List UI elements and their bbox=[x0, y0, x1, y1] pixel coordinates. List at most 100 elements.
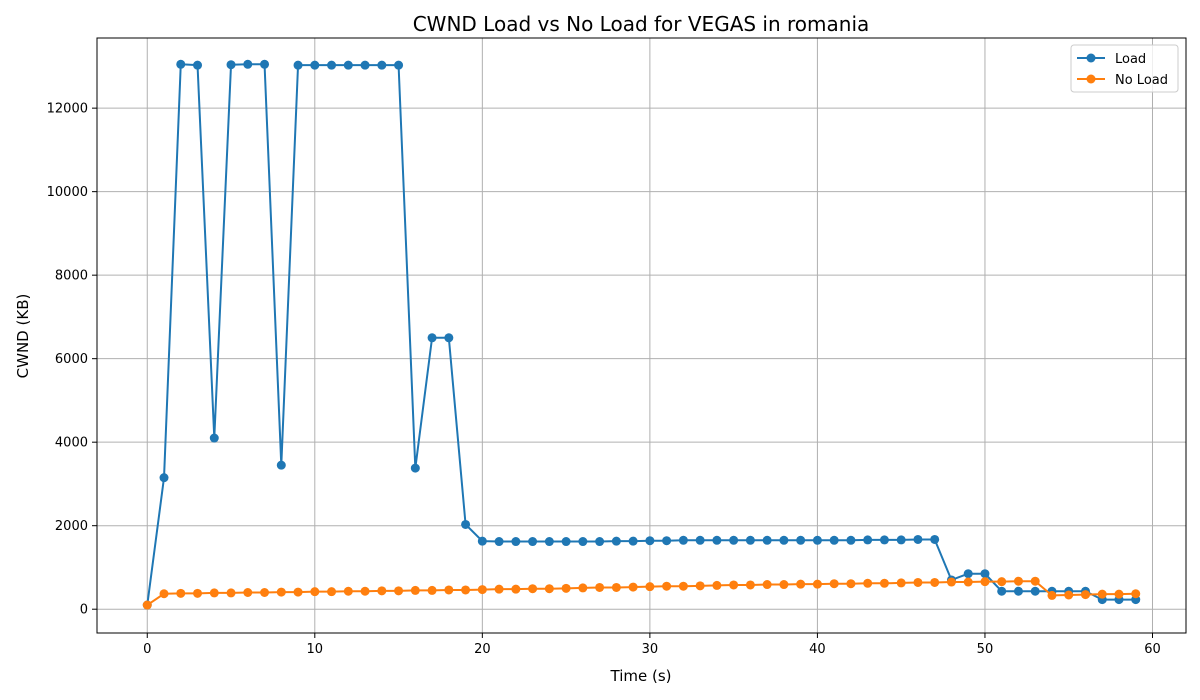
data-point-load bbox=[360, 60, 370, 70]
data-point-load bbox=[662, 536, 672, 546]
data-point-no-load bbox=[745, 580, 755, 590]
data-point-no-load bbox=[628, 582, 638, 592]
y-tick-label: 2000 bbox=[55, 519, 88, 534]
series-no-load bbox=[142, 576, 1141, 610]
data-point-load bbox=[762, 535, 772, 545]
data-point-no-load bbox=[896, 578, 906, 588]
data-point-no-load bbox=[963, 577, 973, 587]
x-tick-label: 60 bbox=[1144, 642, 1161, 657]
data-point-no-load bbox=[930, 577, 940, 587]
data-point-load bbox=[678, 535, 688, 545]
data-point-load bbox=[444, 333, 454, 343]
data-point-no-load bbox=[678, 581, 688, 591]
data-point-no-load bbox=[343, 586, 353, 596]
data-point-load bbox=[812, 535, 822, 545]
y-tick-label: 6000 bbox=[55, 352, 88, 367]
data-point-no-load bbox=[611, 582, 621, 592]
x-tick-label: 20 bbox=[474, 642, 491, 657]
data-point-load bbox=[243, 59, 253, 69]
data-point-no-load bbox=[796, 579, 806, 589]
data-point-no-load bbox=[226, 588, 236, 598]
data-point-load bbox=[846, 535, 856, 545]
data-point-no-load bbox=[394, 586, 404, 596]
data-point-load bbox=[528, 537, 538, 547]
data-point-no-load bbox=[477, 585, 487, 595]
chart-title: CWND Load vs No Load for VEGAS in romani… bbox=[413, 12, 870, 36]
data-point-no-load bbox=[561, 583, 571, 593]
data-point-load bbox=[544, 537, 554, 547]
data-point-no-load bbox=[779, 580, 789, 590]
data-point-load bbox=[829, 535, 839, 545]
data-point-no-load bbox=[410, 585, 420, 595]
legend-marker-no-load bbox=[1086, 74, 1096, 84]
data-point-no-load bbox=[528, 584, 538, 594]
data-point-load bbox=[695, 535, 705, 545]
y-tick-label: 10000 bbox=[47, 185, 88, 200]
data-point-no-load bbox=[276, 587, 286, 597]
data-point-no-load bbox=[260, 588, 270, 597]
data-point-load bbox=[611, 536, 621, 546]
data-point-load bbox=[796, 535, 806, 545]
data-point-no-load bbox=[243, 588, 253, 597]
data-point-load bbox=[896, 535, 906, 545]
data-point-no-load bbox=[662, 581, 672, 591]
data-point-load bbox=[511, 537, 521, 547]
data-point-no-load bbox=[427, 585, 437, 595]
data-point-no-load bbox=[913, 577, 923, 587]
data-point-load bbox=[745, 535, 755, 545]
data-point-no-load bbox=[1097, 589, 1107, 599]
data-point-no-load bbox=[762, 580, 772, 590]
x-axis-label: Time (s) bbox=[610, 667, 672, 685]
plot-frame bbox=[96, 37, 1187, 634]
data-point-no-load bbox=[1013, 576, 1023, 586]
data-point-load bbox=[209, 433, 219, 443]
data-point-load bbox=[260, 59, 270, 69]
y-tick-label: 0 bbox=[80, 603, 88, 618]
data-point-no-load bbox=[595, 582, 605, 592]
data-point-load bbox=[310, 60, 320, 70]
data-point-no-load bbox=[1114, 589, 1124, 599]
data-point-no-load bbox=[444, 585, 454, 595]
data-point-load bbox=[461, 519, 471, 529]
data-point-load bbox=[494, 537, 504, 547]
data-point-load bbox=[645, 536, 655, 546]
data-point-no-load bbox=[377, 586, 387, 596]
data-point-load bbox=[410, 463, 420, 473]
y-axis-label: CWND (KB) bbox=[14, 294, 32, 379]
data-point-load bbox=[327, 60, 337, 70]
data-point-no-load bbox=[327, 587, 337, 597]
series-layer bbox=[142, 59, 1141, 610]
legend-marker-load bbox=[1086, 53, 1096, 63]
data-point-load bbox=[578, 537, 588, 547]
data-point-no-load bbox=[1131, 589, 1141, 599]
data-point-no-load bbox=[729, 580, 739, 590]
data-point-load bbox=[963, 569, 973, 579]
axis-ticks: 0 10 20 30 40 50 60 0 2000 4000 6000 8000 10000 12000 bbox=[47, 102, 1161, 657]
data-point-no-load bbox=[360, 586, 370, 596]
data-point-load bbox=[595, 537, 605, 547]
data-point-no-load bbox=[159, 589, 169, 599]
data-point-load bbox=[343, 60, 353, 70]
y-tick-label: 8000 bbox=[55, 269, 88, 284]
data-point-load bbox=[427, 333, 437, 343]
data-point-load bbox=[729, 535, 739, 545]
y-tick-label: 4000 bbox=[55, 436, 88, 451]
data-point-load bbox=[628, 536, 638, 546]
data-point-load bbox=[561, 537, 571, 547]
data-point-load bbox=[394, 60, 404, 70]
legend-label-no-load: No Load bbox=[1115, 73, 1168, 88]
data-point-no-load bbox=[544, 584, 554, 594]
data-point-no-load bbox=[1030, 576, 1040, 586]
data-point-no-load bbox=[879, 578, 889, 588]
x-tick-label: 0 bbox=[143, 642, 151, 657]
data-point-no-load bbox=[695, 581, 705, 591]
data-point-load bbox=[712, 535, 722, 545]
data-point-no-load bbox=[511, 584, 521, 594]
series-load bbox=[142, 59, 1141, 610]
legend-label-load: Load bbox=[1115, 52, 1146, 67]
data-point-no-load bbox=[946, 577, 956, 587]
x-tick-label: 50 bbox=[977, 642, 994, 657]
data-point-load bbox=[477, 536, 487, 546]
legend: Load No Load bbox=[1070, 44, 1179, 93]
data-point-no-load bbox=[645, 582, 655, 592]
